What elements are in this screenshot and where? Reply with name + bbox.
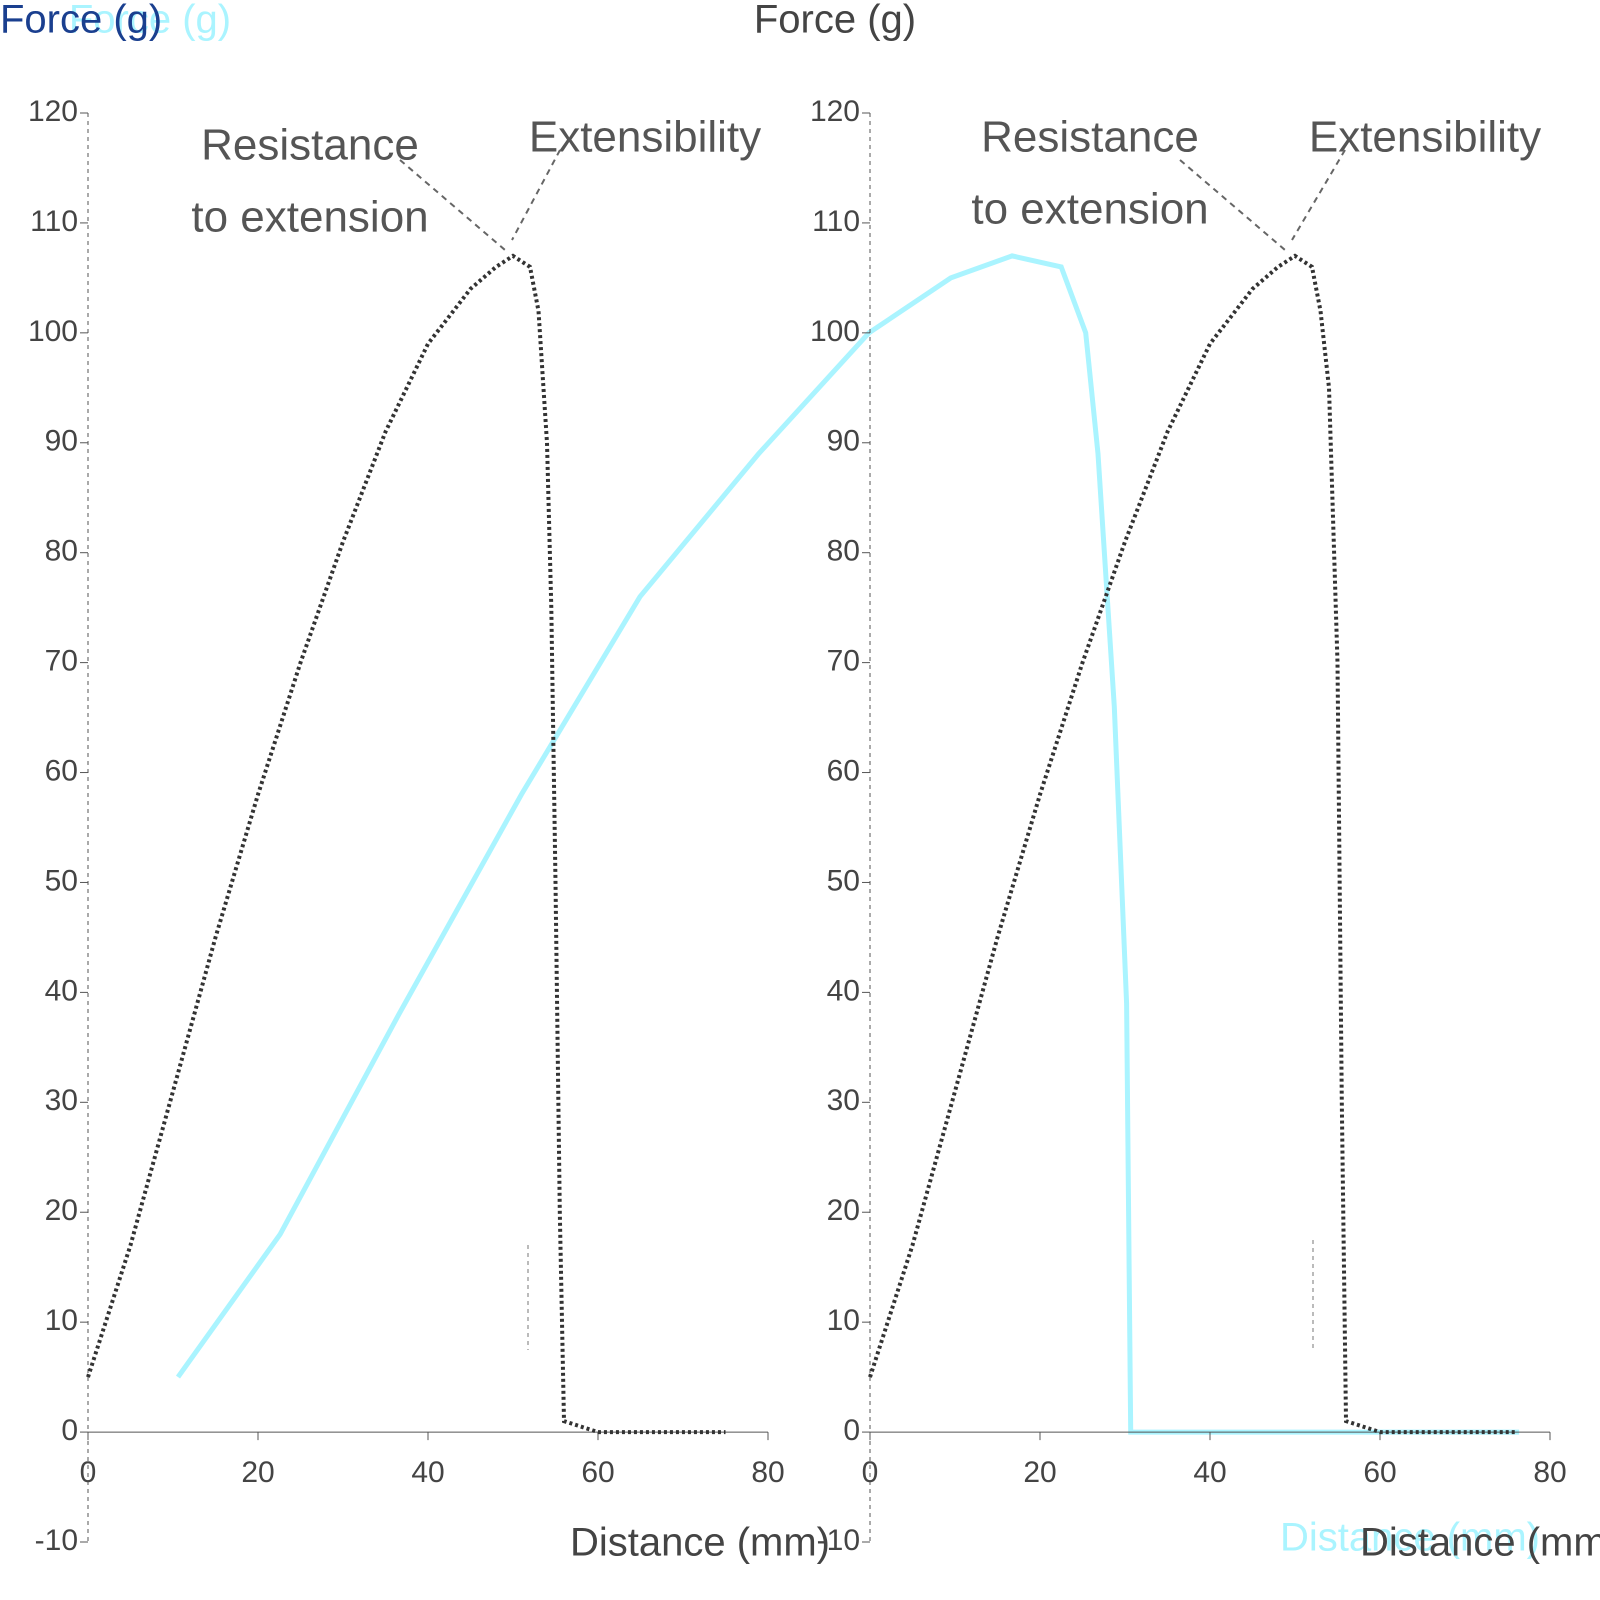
x-tick-label: 20 xyxy=(1023,1456,1056,1489)
x-tick-label: 20 xyxy=(241,1456,274,1489)
y-tick-label: 70 xyxy=(45,645,78,678)
leader-line xyxy=(399,159,506,251)
y-tick-label: 30 xyxy=(45,1084,78,1117)
y-tick-label: 50 xyxy=(827,864,860,897)
y-tick-label: 100 xyxy=(28,315,78,348)
leader-line xyxy=(1179,159,1286,251)
y-tick-label: 10 xyxy=(45,1304,78,1337)
x-tick-label: 80 xyxy=(1533,1456,1566,1489)
annotation: Extensibility xyxy=(1309,113,1541,162)
annotation: to extension xyxy=(971,185,1208,234)
y-tick-label: 30 xyxy=(827,1084,860,1117)
y-tick-label: 40 xyxy=(827,974,860,1007)
x-axis-title: Distance (mm) xyxy=(1280,1516,1540,1560)
y-tick-label: 40 xyxy=(45,974,78,1007)
y-tick-label: 50 xyxy=(45,864,78,897)
y-tick-label: 10 xyxy=(827,1304,860,1337)
x-tick-label: 60 xyxy=(1363,1456,1396,1489)
y-axis-title: Force (g) xyxy=(0,0,162,42)
x-tick-label: 0 xyxy=(862,1456,879,1489)
y-tick-label: 70 xyxy=(827,645,860,678)
y-tick-label: 20 xyxy=(45,1194,78,1227)
y-axis-title: Force (g) xyxy=(754,0,916,42)
y-tick-label: 80 xyxy=(827,535,860,568)
y-tick-label: 20 xyxy=(827,1194,860,1227)
annotation: Resistance xyxy=(981,113,1199,162)
x-axis-title: Distance (mm) xyxy=(1360,1521,1600,1565)
y-tick-label: 110 xyxy=(30,205,78,238)
y-tick-label: 120 xyxy=(28,95,78,128)
y-tick-label: 90 xyxy=(45,425,78,458)
y-tick-label: 120 xyxy=(810,95,860,128)
x-tick-label: 40 xyxy=(411,1456,444,1489)
y-tick-label: 60 xyxy=(827,754,860,787)
x-tick-label: 60 xyxy=(581,1456,614,1489)
y-tick-label: 90 xyxy=(827,425,860,458)
annotation: to extension xyxy=(191,193,428,242)
y-tick-label: -10 xyxy=(35,1524,78,1557)
x-tick-label: 0 xyxy=(80,1456,97,1489)
y-tick-label: -10 xyxy=(817,1524,860,1557)
y-tick-label: 60 xyxy=(45,754,78,787)
y-tick-label: 80 xyxy=(45,535,78,568)
y-tick-label: 100 xyxy=(810,315,860,348)
y-tick-label: 0 xyxy=(61,1414,78,1447)
y-tick-label: 110 xyxy=(812,205,860,238)
data-line xyxy=(868,253,1516,1435)
leader-line xyxy=(511,149,561,241)
y-axis-title: Force (g) xyxy=(69,0,231,42)
annotation: Extensibility xyxy=(529,113,761,162)
x-tick-label: 80 xyxy=(751,1456,784,1489)
x-tick-label: 40 xyxy=(1193,1456,1226,1489)
x-axis-title: Distance (mm) xyxy=(570,1521,830,1565)
annotation: Resistance xyxy=(201,121,419,170)
data-line xyxy=(175,253,1520,1435)
y-tick-label: 0 xyxy=(843,1414,860,1447)
